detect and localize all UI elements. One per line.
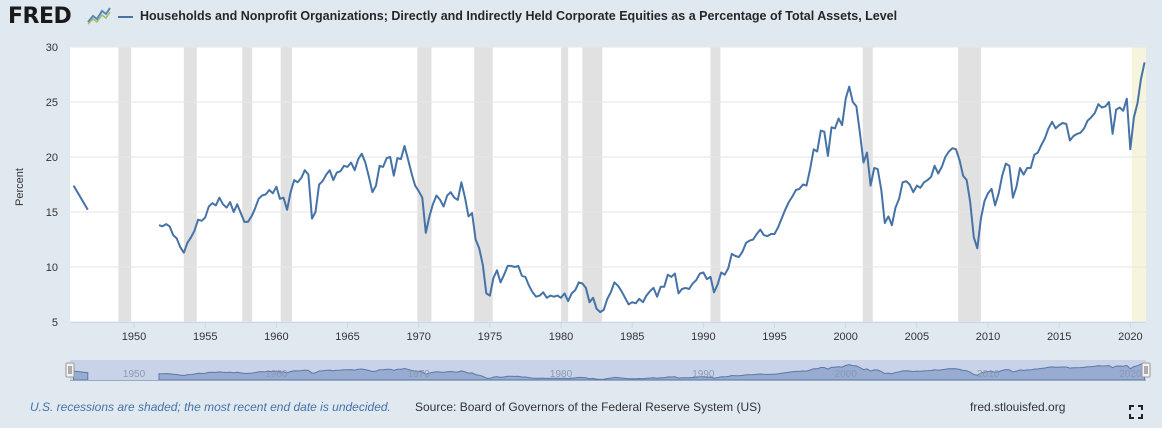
- navigator-series: [158, 362, 1146, 381]
- x-tick-label: 1950: [122, 331, 146, 343]
- recession-band: [958, 47, 981, 322]
- x-tick-label: 1985: [620, 331, 644, 343]
- navigator-handle-left[interactable]: [65, 362, 75, 378]
- chart: 5 10 15 20 25 30 1950 1955 1960 1965 1970 1975 1980…: [14, 42, 1151, 381]
- recession-band: [561, 47, 569, 322]
- series-line: [72, 185, 89, 211]
- navigator-tick-label: 2010: [977, 369, 1000, 380]
- x-tick-label: 1995: [762, 331, 786, 343]
- plot-background: [70, 47, 1146, 322]
- legend-swatch: [118, 16, 133, 18]
- y-tick-label: 10: [46, 262, 58, 274]
- navigator-tick-label: 2020: [1119, 369, 1142, 380]
- recession-band: [474, 47, 493, 322]
- fred-logo[interactable]: FRED: [8, 4, 72, 29]
- navigator-tick-label: 1950: [123, 369, 146, 380]
- x-tick-label: 2000: [833, 331, 857, 343]
- series-line: [158, 62, 1146, 314]
- x-tick-label: 1960: [264, 331, 288, 343]
- recession-note: U.S. recessions are shaded; the most rec…: [30, 400, 391, 414]
- y-tick-label: 25: [46, 97, 58, 109]
- y-tick-label: 20: [46, 152, 58, 164]
- x-tick-label: 2010: [976, 331, 1000, 343]
- y-tick-label: 30: [46, 42, 58, 54]
- recession-band: [242, 47, 253, 322]
- y-axis: 5 10 15 20 25 30: [46, 42, 58, 329]
- x-tick-label: 1980: [549, 331, 573, 343]
- recession-band: [183, 47, 197, 322]
- recession-shading: [118, 47, 1146, 322]
- navigator-handle-grip[interactable]: [1141, 362, 1151, 378]
- plot-area: [70, 47, 1146, 322]
- header: FRED Households and Nonprofit Organizati…: [0, 0, 1162, 34]
- navigator-handle-right[interactable]: [1141, 362, 1151, 378]
- recession-band: [710, 47, 721, 322]
- navigator-tick-label: 1990: [692, 369, 715, 380]
- navigator[interactable]: 1950 1960 1970 1980 1990 2000 2010 2020: [65, 360, 1151, 381]
- navigator-tick-label: 1980: [550, 369, 573, 380]
- x-tick-label: 1990: [691, 331, 715, 343]
- recession-band: [582, 47, 603, 322]
- recession-band: [280, 47, 293, 322]
- recession-band: [417, 47, 432, 322]
- fullscreen-icon[interactable]: [1129, 405, 1143, 419]
- y-tick-label: 5: [52, 317, 58, 329]
- navigator-handle-grip[interactable]: [65, 362, 75, 378]
- y-axis-label: Percent: [14, 168, 26, 206]
- recession-band: [118, 47, 132, 322]
- source-text: Source: Board of Governors of the Federa…: [415, 400, 762, 414]
- navigator-series: [73, 370, 89, 381]
- recession-band: [862, 47, 873, 322]
- navigator-tick-label: 1970: [408, 369, 431, 380]
- chart-title: Households and Nonprofit Organizations; …: [140, 9, 898, 23]
- x-axis: 1950 1955 1960 1965 1970 1975 1980 1985 1990 1995…: [70, 322, 1146, 343]
- x-tick-label: 2020: [1118, 331, 1142, 343]
- y-tick-label: 15: [46, 207, 58, 219]
- x-tick-label: 1975: [478, 331, 502, 343]
- x-tick-label: 1970: [406, 331, 430, 343]
- x-tick-label: 1955: [193, 331, 217, 343]
- x-tick-label: 1965: [335, 331, 359, 343]
- series: [72, 62, 1146, 314]
- fred-url-link[interactable]: fred.stlouisfed.org: [970, 400, 1066, 414]
- navigator-tick-label: 2000: [835, 369, 858, 380]
- navigator-tick-label: 1960: [265, 369, 288, 380]
- x-tick-label: 2015: [1047, 331, 1071, 343]
- fred-graph-icon: [87, 5, 111, 25]
- x-tick-label: 2005: [905, 331, 929, 343]
